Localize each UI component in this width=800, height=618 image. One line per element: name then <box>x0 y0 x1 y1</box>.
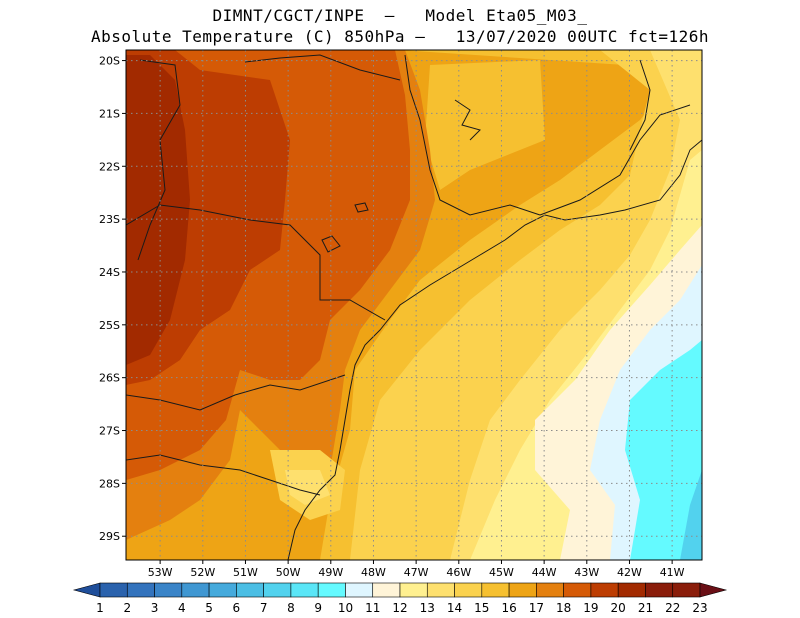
colorbar-box <box>154 582 183 598</box>
lat-tick-label: 24S <box>99 266 120 279</box>
colorbar-label: 8 <box>287 601 295 615</box>
colorbar-box <box>181 582 210 598</box>
colorbar-box <box>126 582 155 598</box>
colorbar-box <box>399 582 428 598</box>
temperature-field <box>126 50 702 560</box>
colorbar-label: 2 <box>123 601 131 615</box>
colorbar-label: 17 <box>529 601 544 615</box>
coastline <box>287 139 702 560</box>
latitude-ticks: 20S 21S 22S 23S 24S 25S 26S 27S 28S 29S <box>99 55 126 543</box>
lon-tick-label: 43W <box>574 566 599 579</box>
colorbar-label: 19 <box>583 601 598 615</box>
colorbar-box <box>454 582 483 598</box>
colorbar-under-arrow <box>72 582 101 598</box>
colorbar-box <box>481 582 510 598</box>
plot-frame <box>125 49 703 561</box>
state-border-sp-mg <box>404 54 541 216</box>
colorbar-box <box>426 582 455 598</box>
colorbar-label: 13 <box>420 601 435 615</box>
colorbar-box <box>317 582 346 598</box>
colorbar-label: 22 <box>665 601 680 615</box>
colorbar-label: 12 <box>392 601 407 615</box>
colorbar-label: 11 <box>365 601 380 615</box>
colorbar-label: 23 <box>692 601 707 615</box>
lon-tick-label: 52W <box>190 566 215 579</box>
colorbar-box <box>617 582 646 598</box>
colorbar-box <box>208 582 237 598</box>
map-title-line-1: DIMNT/CGCT/INPE – Model Eta05_M03_ <box>212 6 588 25</box>
colorbar-label: 6 <box>233 601 241 615</box>
lon-tick-label: 49W <box>318 566 343 579</box>
lat-tick-label: 27S <box>99 425 120 438</box>
colorbar-box <box>590 582 619 598</box>
state-border-mg-rj <box>539 104 691 216</box>
band-14-15-coast <box>285 470 330 505</box>
lat-tick-label: 29S <box>99 530 120 543</box>
lat-tick-label: 23S <box>99 213 120 226</box>
reservoir-2 <box>321 235 341 253</box>
colorbar-box <box>345 582 374 598</box>
lat-tick-label: 21S <box>99 107 120 120</box>
state-border-ms <box>244 54 401 81</box>
map-title-line-2: Absolute Temperature (C) 850hPa – 13/07/… <box>90 27 710 46</box>
colorbar-box <box>672 582 701 598</box>
colorbar-label: 20 <box>611 601 626 615</box>
lon-tick-label: 50W <box>276 566 301 579</box>
colorbar-box <box>563 582 592 598</box>
band-20-21 <box>126 55 190 365</box>
band-9-10 <box>625 340 702 560</box>
lat-tick-label: 20S <box>99 55 120 68</box>
band-15-16-interior <box>425 60 545 190</box>
lon-tick-label: 47W <box>404 566 429 579</box>
colorbar-label: 10 <box>338 601 353 615</box>
colorbar-label: 7 <box>260 601 268 615</box>
colorbar-label: 9 <box>314 601 322 615</box>
lon-tick-label: 45W <box>489 566 514 579</box>
lon-tick-label: 41W <box>660 566 685 579</box>
colorbar-box <box>372 582 401 598</box>
state-border-pr-sp <box>126 204 386 321</box>
colorbar-box <box>263 582 292 598</box>
colorbar-label: 1 <box>96 601 104 615</box>
colorbar-over-arrow <box>699 582 728 598</box>
colorbar-label: 3 <box>151 601 159 615</box>
grid-lines <box>126 50 702 560</box>
lon-tick-label: 53W <box>148 566 173 579</box>
longitude-ticks: 53W 52W 51W 50W 49W 48W 47W 46W 45W 44W 43W 42W 41W <box>148 560 685 579</box>
lat-tick-label: 22S <box>99 160 120 173</box>
colorbar-label: 21 <box>638 601 653 615</box>
lon-tick-label: 46W <box>446 566 471 579</box>
colorbar-box <box>645 582 674 598</box>
lon-tick-label: 51W <box>233 566 258 579</box>
lat-tick-label: 25S <box>99 319 120 332</box>
reservoir-3 <box>354 202 369 213</box>
state-border-es <box>629 59 651 151</box>
colorbar-box <box>290 582 319 598</box>
colorbar-label: 5 <box>205 601 213 615</box>
band-8-9 <box>680 470 702 560</box>
colorbar-box <box>236 582 264 598</box>
lat-tick-label: 28S <box>99 477 120 490</box>
lon-tick-label: 48W <box>361 566 386 579</box>
colorbar-box <box>508 582 537 598</box>
reservoir-1 <box>454 99 481 141</box>
colorbar-label: 15 <box>474 601 489 615</box>
colorbar-label: 14 <box>447 601 462 615</box>
lon-tick-label: 44W <box>532 566 557 579</box>
colorbar-label: 16 <box>501 601 516 615</box>
colorbar-box <box>99 582 128 598</box>
colorbar-label: 4 <box>178 601 186 615</box>
colorbar-label: 18 <box>556 601 571 615</box>
colorbar-box <box>536 582 564 598</box>
colorbar: 1 2 3 4 5 6 7 8 9 10 11 12 13 14 15 16 17 18 19 20 21 22 23 <box>72 582 728 615</box>
lat-tick-label: 26S <box>99 372 120 385</box>
lon-tick-label: 42W <box>617 566 642 579</box>
